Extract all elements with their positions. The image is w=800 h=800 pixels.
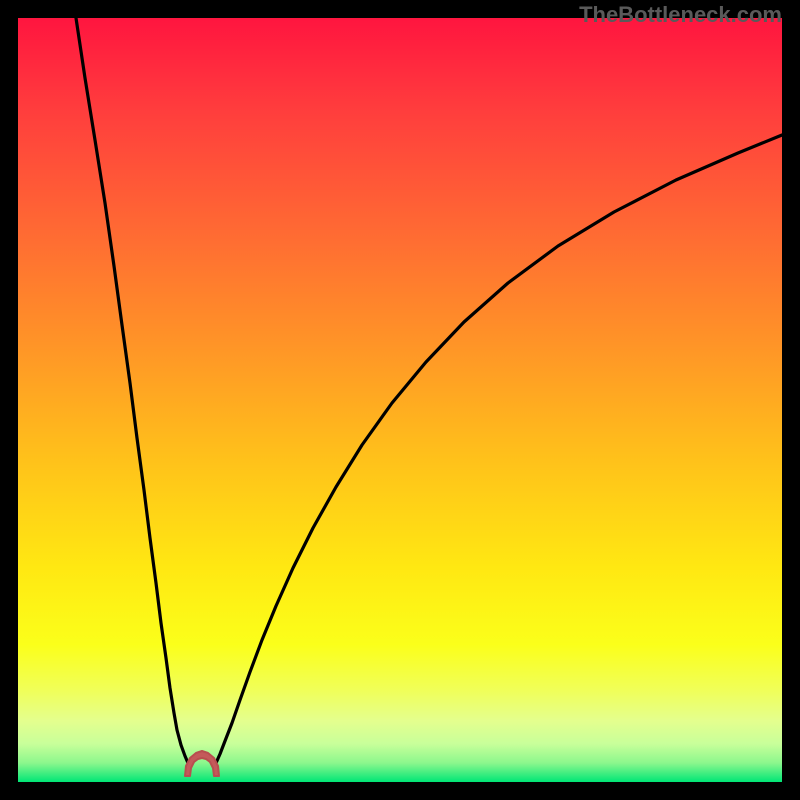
chart-frame: TheBottleneck.com (0, 0, 800, 800)
chart-svg (18, 18, 782, 782)
plot-area (18, 18, 782, 782)
watermark-text: TheBottleneck.com (579, 2, 782, 28)
